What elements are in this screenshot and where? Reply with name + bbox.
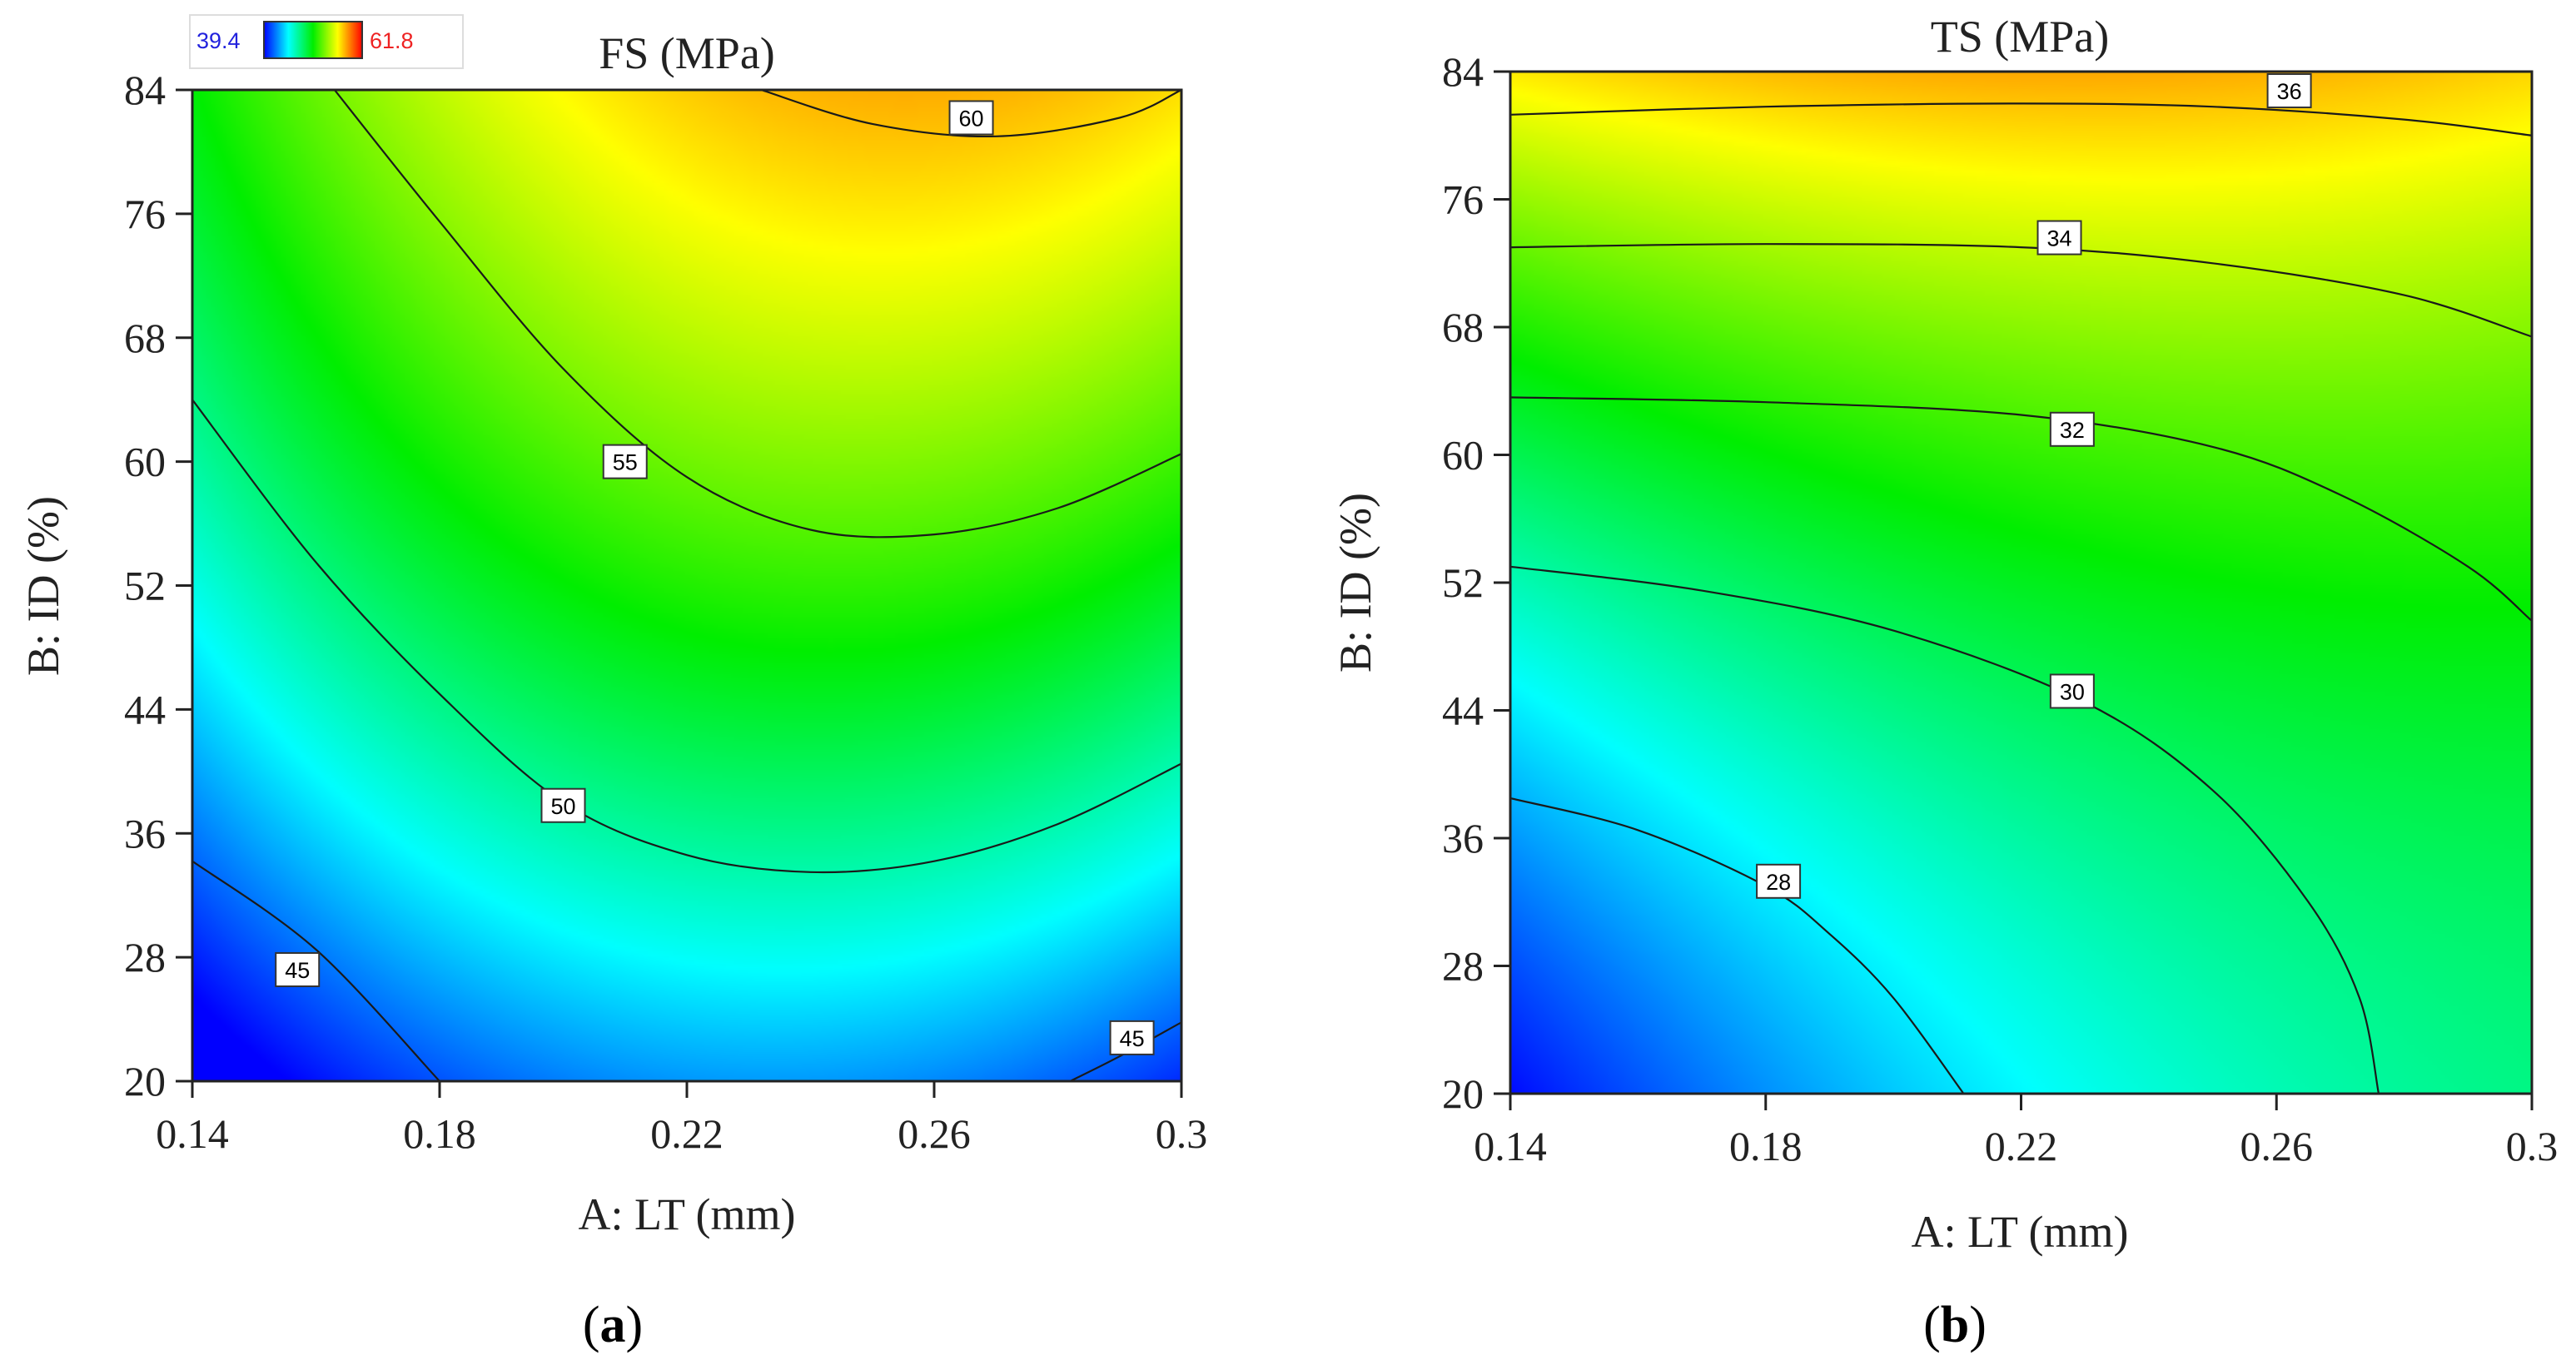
panel-a-x-axis-title: A: LT (mm): [578, 1189, 795, 1239]
panel-b-x-tick-label: 0.18: [1729, 1123, 1803, 1169]
panel-a-contour-labels: 45 45 50 55 60: [275, 100, 1155, 1055]
panel-b-y-tick-label: 76: [1442, 176, 1484, 223]
panel-b-title: TS (MPa): [1931, 12, 2110, 62]
panel-b-x-tick-label: 0.26: [2240, 1123, 2314, 1169]
contour-label-text: 32: [2060, 418, 2085, 443]
panel-a-contour-label-45: 45: [1109, 1020, 1155, 1055]
panel-b-y-tick-label: 20: [1442, 1070, 1484, 1117]
panel-a-legend: 39.4 61.8: [189, 14, 464, 69]
panel-b-contour-label-30: 30: [2049, 673, 2095, 709]
panel-b-contour-line-30: [1510, 565, 2380, 1094]
contour-label-text: 60: [959, 106, 984, 131]
panel-b-y-axis: 20 28 36 44 52 60 68 76 84: [1442, 48, 1510, 1117]
panel-b-y-tick-label: 44: [1442, 687, 1484, 734]
contour-label-text: 55: [613, 450, 638, 475]
panel-a-y-tick-label: 52: [124, 563, 166, 609]
panel-b-x-axis-title: A: LT (mm): [1911, 1207, 2128, 1257]
panel-a-x-axis: 0.14 0.18 0.22 0.26 0.3: [156, 1081, 1207, 1157]
panel-a-contour-line-55: [333, 90, 1181, 539]
panel-a-label: (a): [583, 1297, 643, 1353]
panel-b-y-tick-label: 60: [1442, 432, 1484, 479]
panel-b-x-tick-label: 0.14: [1474, 1123, 1547, 1169]
panel-a-label-letter: a: [600, 1297, 626, 1353]
panel-a-y-tick-label: 68: [124, 315, 166, 361]
panel-b-contour-label-28: 28: [1756, 863, 1802, 899]
contour-label-box: [1109, 1020, 1155, 1055]
panel-b-label-letter: b: [1941, 1297, 1969, 1353]
panel-a-y-tick-label: 44: [124, 686, 166, 732]
panel-a-y-tick-label: 28: [124, 934, 166, 980]
panel-a-contour-line-45: [192, 860, 440, 1081]
panel-b-contour-line-36: [1510, 102, 2532, 136]
contour-label-text: 36: [2277, 79, 2302, 104]
panel-a-contour-label-50: 50: [540, 787, 586, 823]
panel-a-x-tick-label: 0.14: [156, 1110, 229, 1157]
contour-label-box: [2049, 673, 2095, 709]
contour-label-text: 28: [1766, 870, 1791, 895]
panel-a-heatmap: [192, 90, 1181, 1081]
panel-a-contour-line-50: [192, 399, 1181, 874]
panel-b-x-tick-label: 0.3: [2506, 1123, 2559, 1169]
panel-b-contour-label-32: 32: [2049, 411, 2095, 447]
panel-b-contour-line-28: [1510, 797, 1965, 1094]
contour-label-box: [2036, 220, 2082, 256]
contour-label-box: [275, 952, 321, 988]
panel-b-x-axis: 0.14 0.18 0.22 0.26 0.3: [1474, 1094, 2558, 1169]
panel-b-label: (b): [1923, 1297, 1987, 1353]
panel-a-legend-gradient: [263, 21, 363, 59]
panel-a-x-tick-label: 0.22: [650, 1110, 724, 1157]
panel-b-y-tick-label: 68: [1442, 304, 1484, 350]
panel-b-contour-labels: 28 30 32 34 36: [1756, 73, 2312, 899]
panel-b-y-tick-label: 84: [1442, 48, 1484, 95]
contour-label-box: [602, 444, 648, 479]
panel-b-y-tick-label: 28: [1442, 943, 1484, 990]
contour-label-text: 45: [1120, 1026, 1145, 1051]
contour-label-text: 45: [285, 958, 310, 983]
contour-label-box: [2266, 73, 2312, 109]
panel-a-x-tick-label: 0.26: [898, 1110, 971, 1157]
panel-a-contour-label-60: 60: [948, 100, 994, 136]
panel-a-y-tick-label: 84: [124, 67, 166, 113]
panel-a-contours: [192, 90, 1181, 1081]
contour-label-box: [948, 100, 994, 136]
panel-a-x-tick-label: 0.18: [403, 1110, 476, 1157]
panel-b-y-tick-label: 52: [1442, 559, 1484, 606]
panel-a-y-tick-label: 36: [124, 810, 166, 856]
panel-a-contour-label-45: 45: [275, 952, 321, 988]
panel-b-x-tick-label: 0.22: [1985, 1123, 2058, 1169]
panel-b-contour-line-32: [1510, 396, 2532, 622]
panel-a-title: FS (MPa): [599, 28, 775, 78]
panel-a-y-tick-label: 60: [124, 439, 166, 485]
panel-a-y-tick-label: 20: [124, 1058, 166, 1104]
contour-label-text: 30: [2060, 679, 2085, 704]
panel-b-heatmap: [1510, 72, 2532, 1094]
contour-label-text: 50: [550, 794, 575, 819]
panel-a-y-axis: 20 28 36 44 52 60 68 76 84: [124, 67, 192, 1104]
panel-a-legend-max: 61.8: [370, 28, 414, 53]
contour-label-box: [1756, 863, 1802, 899]
contour-label-box: [540, 787, 586, 823]
panel-a-x-tick-label: 0.3: [1156, 1110, 1208, 1157]
contour-label-box: [2049, 411, 2095, 447]
panel-a-contour-label-55: 55: [602, 444, 648, 479]
panel-a-legend-min: 39.4: [196, 28, 241, 53]
panel-a-y-tick-label: 76: [124, 191, 166, 237]
panel-b-y-tick-label: 36: [1442, 815, 1484, 861]
panel-b-contour-label-34: 34: [2036, 220, 2082, 256]
panel-b-y-axis-title: B: ID (%): [1330, 493, 1380, 673]
panel-a-contour-line-60: [760, 90, 1181, 138]
panel-a-y-axis-title: B: ID (%): [18, 496, 68, 676]
panel-a-contour-line-45: [1069, 1021, 1181, 1081]
contour-label-text: 34: [2046, 226, 2071, 251]
panel-b-contour-label-36: 36: [2266, 73, 2312, 109]
